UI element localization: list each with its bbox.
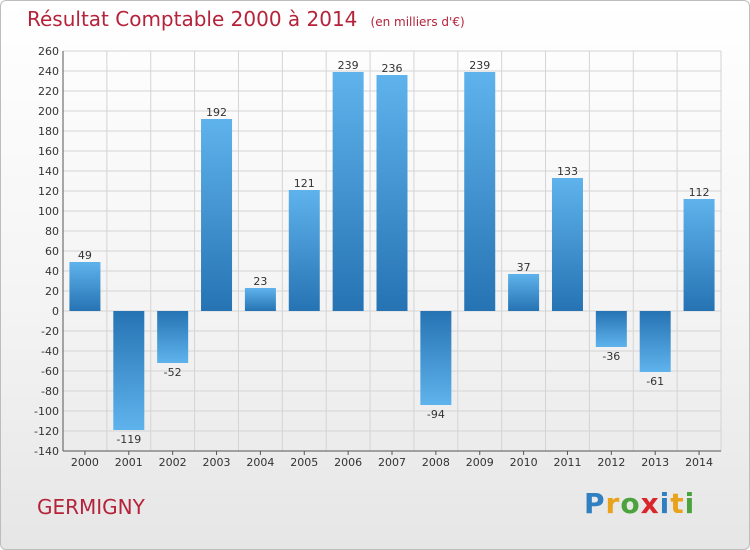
y-tick-label: 120 — [38, 185, 59, 198]
y-tick-label: 0 — [52, 305, 59, 318]
x-tick-label: 2002 — [159, 456, 187, 469]
logo-letter: o — [620, 487, 641, 520]
x-tick-label: 2009 — [466, 456, 494, 469]
bar — [332, 72, 364, 311]
bar — [288, 190, 320, 311]
x-tick-label: 2012 — [597, 456, 625, 469]
logo-letter: r — [605, 487, 621, 520]
y-tick-label: 200 — [38, 105, 59, 118]
bar — [420, 311, 452, 405]
y-tick-label: -60 — [41, 365, 59, 378]
bar — [244, 288, 276, 311]
y-tick-label: 140 — [38, 165, 59, 178]
x-tick-label: 2007 — [378, 456, 406, 469]
logo-letter: i — [659, 487, 671, 520]
y-tick-label: 160 — [38, 145, 59, 158]
bar — [683, 199, 715, 311]
commune-name: GERMIGNY — [37, 495, 145, 519]
y-tick-label: -80 — [41, 385, 59, 398]
x-tick-label: 2000 — [71, 456, 99, 469]
y-tick-label: 40 — [45, 265, 59, 278]
y-tick-label: 240 — [38, 65, 59, 78]
value-label: 49 — [78, 249, 92, 262]
x-tick-label: 2001 — [115, 456, 143, 469]
bar — [376, 75, 408, 311]
chart-title-main: Résultat Comptable 2000 à 2014 — [27, 7, 358, 31]
value-label: 37 — [517, 261, 531, 274]
y-tick-label: -140 — [34, 445, 59, 458]
value-label: -36 — [602, 350, 620, 363]
y-tick-label: 20 — [45, 285, 59, 298]
data-labels: 49 -119 -52 192 23 121 239 236 -94 239 37 133 -36 -61… — [78, 59, 710, 446]
bar — [508, 274, 540, 311]
axes: -140 -120 -100 -80 -60 -40 -20 0 20 40 60 80 100 120 1… — [34, 45, 721, 469]
x-tick-label: 2008 — [422, 456, 450, 469]
bars — [69, 72, 715, 430]
bar — [201, 119, 233, 311]
y-tick-label: -20 — [41, 325, 59, 338]
value-label: 121 — [294, 177, 315, 190]
logo-letter: i — [684, 487, 696, 520]
value-label: 112 — [689, 186, 710, 199]
bar — [595, 311, 627, 347]
value-label: 192 — [206, 106, 227, 119]
proxiti-logo: Proxiti — [584, 487, 695, 520]
logo-letter: t — [670, 487, 685, 520]
x-tick-label: 2003 — [203, 456, 231, 469]
chart-subtitle: (en milliers d'€) — [370, 15, 465, 29]
y-tick-label: 260 — [38, 45, 59, 58]
x-tick-label: 2004 — [246, 456, 274, 469]
y-tick-label: 220 — [38, 85, 59, 98]
value-label: 23 — [253, 275, 267, 288]
x-tick-label: 2013 — [641, 456, 669, 469]
y-tick-label: -40 — [41, 345, 59, 358]
logo-letter: x — [640, 487, 660, 520]
bar — [113, 311, 145, 430]
y-tick-label: 100 — [38, 205, 59, 218]
y-tick-label: 180 — [38, 125, 59, 138]
bar — [464, 72, 496, 311]
bar — [639, 311, 671, 372]
bar — [551, 178, 583, 311]
bar — [157, 311, 189, 363]
value-label: 239 — [338, 59, 359, 72]
y-tick-label: 60 — [45, 245, 59, 258]
value-label: -52 — [164, 366, 182, 379]
chart-title: Résultat Comptable 2000 à 2014 (en milli… — [27, 7, 465, 31]
value-label: 239 — [469, 59, 490, 72]
bar — [69, 262, 101, 311]
value-label: -94 — [427, 408, 445, 421]
value-label: 236 — [382, 62, 403, 75]
y-tick-label: -100 — [34, 405, 59, 418]
value-label: -61 — [646, 375, 664, 388]
y-tick-label: 80 — [45, 225, 59, 238]
x-tick-label: 2011 — [553, 456, 581, 469]
x-tick-label: 2005 — [290, 456, 318, 469]
x-tick-label: 2006 — [334, 456, 362, 469]
logo-letter: P — [584, 487, 606, 520]
x-tick-label: 2010 — [510, 456, 538, 469]
value-label: 133 — [557, 165, 578, 178]
x-tick-label: 2014 — [685, 456, 713, 469]
value-label: -119 — [116, 433, 141, 446]
y-tick-label: -120 — [34, 425, 59, 438]
